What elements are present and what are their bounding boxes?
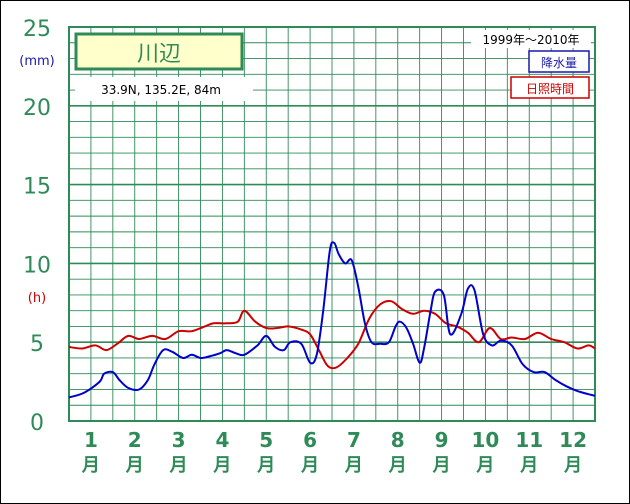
x-tick-label: 4 bbox=[215, 428, 229, 452]
x-tick-unit-label: 月 bbox=[81, 455, 100, 476]
location-label: 33.9N, 135.2E, 84m bbox=[101, 83, 221, 97]
legend-precip-box bbox=[528, 50, 590, 73]
chart-title: 川辺 bbox=[137, 42, 181, 67]
x-tick-unit-label: 月 bbox=[344, 455, 363, 476]
x-tick-label: 12 bbox=[559, 428, 587, 452]
x-tick-unit-label: 月 bbox=[169, 455, 188, 476]
y-tick-label: 0 bbox=[30, 411, 44, 436]
x-tick-unit-label: 月 bbox=[300, 455, 319, 476]
x-tick-label: 5 bbox=[259, 428, 273, 452]
x-tick-label: 11 bbox=[515, 428, 543, 452]
x-tick-label: 9 bbox=[435, 428, 449, 452]
x-tick-label: 1 bbox=[84, 428, 98, 452]
location-box bbox=[75, 77, 253, 101]
period-label: 1999年〜2010年 bbox=[482, 33, 579, 47]
y-tick-label: 10 bbox=[23, 253, 51, 278]
x-axis: 1 月 2 月 3 月 4 月 5 月 6 月 7 月 8 月 9 月 10 月 11 月 12 月 bbox=[81, 428, 587, 476]
x-tick-unit-label: 月 bbox=[125, 455, 144, 476]
x-tick-label: 2 bbox=[128, 428, 142, 452]
y-tick-label: 5 bbox=[30, 332, 44, 357]
x-tick-label: 7 bbox=[347, 428, 361, 452]
x-tick-unit-label: 月 bbox=[432, 455, 451, 476]
x-tick-label: 6 bbox=[303, 428, 317, 452]
y-tick-label: 25 bbox=[23, 17, 51, 42]
x-tick-unit-label: 月 bbox=[256, 455, 275, 476]
legend-sunshine-box bbox=[510, 76, 590, 99]
y-tick-label: 20 bbox=[23, 96, 51, 121]
title-box bbox=[74, 32, 244, 71]
series-lines bbox=[68, 241, 596, 399]
legend-precip-label: 降水量 bbox=[541, 56, 577, 70]
x-tick-label: 10 bbox=[471, 428, 499, 452]
x-tick-unit-label: 月 bbox=[388, 455, 407, 476]
y-tick-label: 15 bbox=[23, 175, 51, 200]
y-axis: 0 5 10 15 20 25 bbox=[23, 17, 51, 436]
y-unit-right-label: (h) bbox=[28, 291, 46, 306]
x-tick-unit-label: 月 bbox=[563, 455, 582, 476]
precipitation-line bbox=[68, 241, 596, 399]
x-tick-label: 8 bbox=[391, 428, 405, 452]
x-tick-unit-label: 月 bbox=[519, 455, 538, 476]
x-tick-unit-label: 月 bbox=[475, 455, 494, 476]
x-tick-unit-label: 月 bbox=[212, 455, 231, 476]
sunshine-line bbox=[68, 299, 596, 370]
x-tick-label: 3 bbox=[172, 428, 186, 452]
y-unit-left-label: (mm) bbox=[19, 54, 54, 69]
period-box bbox=[471, 30, 591, 48]
legend-sunshine-label: 日照時間 bbox=[526, 82, 574, 96]
